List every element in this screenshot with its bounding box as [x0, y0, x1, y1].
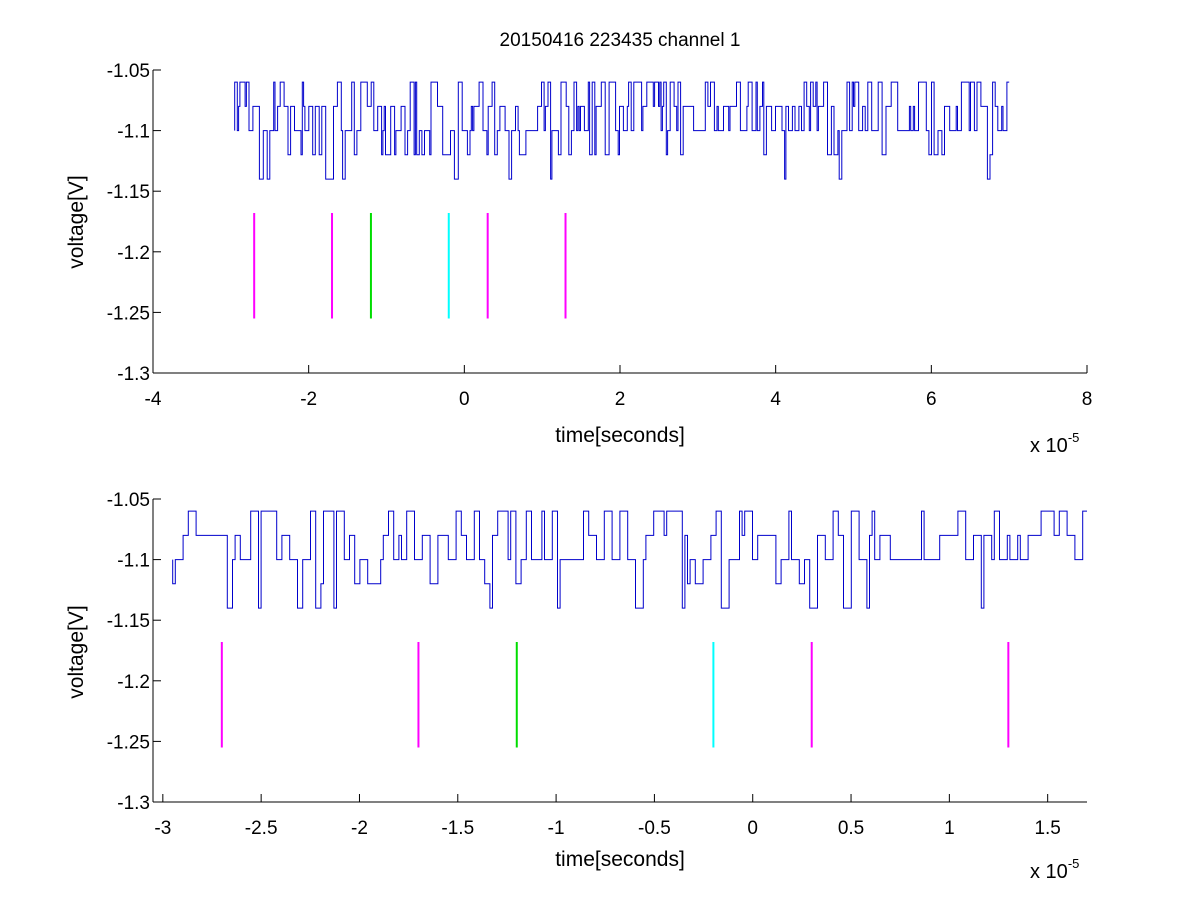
top-xtick-label: 2 [615, 389, 626, 410]
top-ytick-label: -1.15 [107, 182, 150, 203]
top-xtick-label: 0 [459, 389, 470, 410]
bottom-ytick-label: -1.2 [117, 672, 150, 693]
bottom-xtick-label: -1.5 [441, 818, 474, 839]
top-xtick-label: 4 [770, 389, 781, 410]
bottom-xtick-label: 0 [747, 818, 758, 839]
bottom-signal-line [172, 510, 1087, 609]
bottom-ytick-label: -1.3 [117, 793, 150, 814]
top-ytick-label: -1.25 [107, 303, 150, 324]
top-xtick-label: 6 [926, 389, 937, 410]
top-signal-line [234, 81, 1010, 180]
bottom-xtick-label: -0.5 [638, 818, 671, 839]
bottom-ytick-label: -1.15 [107, 611, 150, 632]
bottom-xtick-label: 0.5 [838, 818, 864, 839]
bottom-xlabel: time[seconds] [555, 848, 685, 871]
bottom-xtick-label: -1 [548, 818, 565, 839]
top-xlabel: time[seconds] [555, 424, 685, 447]
top-ytick-label: -1.3 [117, 364, 150, 385]
bottom-ytick-label: -1.05 [107, 490, 150, 511]
top-ytick-label: -1.2 [117, 243, 150, 264]
chart-title: 20150416 223435 channel 1 [500, 30, 741, 51]
bottom-ylabel: voltage[V] [65, 605, 88, 698]
top-ylabel: voltage[V] [65, 175, 88, 268]
top-xtick-label: -4 [145, 389, 162, 410]
bottom-xtick-label: -2 [351, 818, 368, 839]
bottom-ytick-label: -1.25 [107, 732, 150, 753]
top-x-multiplier: x 10-5 [1030, 430, 1079, 457]
top-ytick-label: -1.05 [107, 61, 150, 82]
bottom-subplot: time[seconds] voltage[V] x 10-5 -3 -2.5 -2… [65, 490, 1087, 883]
bottom-xtick-label: -2.5 [245, 818, 278, 839]
bottom-xtick-label: -3 [154, 818, 171, 839]
top-ytick-label: -1.1 [117, 122, 150, 143]
top-subplot: time[seconds] voltage[V] x 10-5 -4 -2 0 2 4 6… [65, 61, 1092, 457]
bottom-x-multiplier: x 10-5 [1030, 856, 1079, 883]
bottom-xtick-label: 1.5 [1034, 818, 1060, 839]
top-xtick-label: -2 [300, 389, 317, 410]
bottom-xtick-label: 1 [944, 818, 955, 839]
bottom-ytick-label: -1.1 [117, 551, 150, 572]
top-xtick-label: 8 [1082, 389, 1093, 410]
